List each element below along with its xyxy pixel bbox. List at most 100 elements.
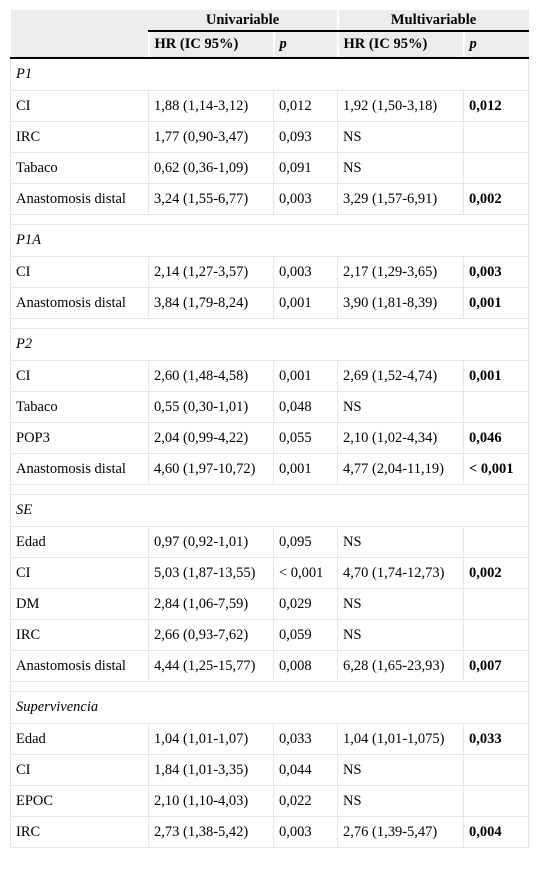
cell-p-univariable: 0,093 [273, 121, 338, 153]
cell-p-multivariable [463, 588, 530, 620]
table-row: Edad 0,97 (0,92-1,01) 0,095 NS [10, 526, 530, 558]
cell-p-multivariable: < 0,001 [463, 453, 530, 485]
cell-hr-multivariable: 4,70 (1,74-12,73) [337, 557, 464, 589]
table-row: CI 2,14 (1,27-3,57) 0,003 2,17 (1,29-3,65) 0… [10, 256, 530, 288]
section-spacer [9, 318, 530, 329]
cell-p-univariable: 0,003 [273, 816, 338, 848]
cell-hr-univariable: 2,60 (1,48-4,58) [148, 360, 274, 392]
cell-hr-univariable: 2,10 (1,10-4,03) [148, 785, 274, 817]
cell-hr-univariable: 1,04 (1,01-1,07) [148, 723, 274, 755]
cell-p-univariable: 0,033 [273, 723, 338, 755]
cell-p-univariable: 0,001 [273, 287, 338, 319]
cell-p-multivariable: 0,033 [463, 723, 530, 755]
section-title: SE [9, 494, 530, 527]
cell-variable: CI [10, 256, 149, 288]
cell-hr-multivariable: NS [337, 121, 464, 153]
cell-variable: EPOC [10, 785, 149, 817]
cell-hr-multivariable: 6,28 (1,65-23,93) [337, 650, 464, 682]
section-header-row: P2 [9, 328, 530, 361]
header-column-row: HR (IC 95%) p HR (IC 95%) p [10, 31, 529, 59]
cell-variable: Edad [10, 723, 149, 755]
cell-hr-multivariable: NS [337, 619, 464, 651]
table-row: Tabaco 0,62 (0,36-1,09) 0,091 NS [10, 152, 530, 184]
cell-p-univariable: 0,029 [273, 588, 338, 620]
section-spacer [9, 214, 530, 225]
cell-p-multivariable [463, 121, 530, 153]
table-row: IRC 1,77 (0,90-3,47) 0,093 NS [10, 121, 530, 153]
header-multivariable: Multivariable [337, 10, 529, 32]
header-variable [10, 31, 150, 59]
cell-p-multivariable [463, 391, 530, 423]
cell-hr-univariable: 2,14 (1,27-3,57) [148, 256, 274, 288]
cell-p-multivariable [463, 152, 530, 184]
section-title: P1A [9, 224, 530, 257]
cell-hr-multivariable: NS [337, 391, 464, 423]
cell-variable: CI [10, 90, 149, 122]
table-row: IRC 2,73 (1,38-5,42) 0,003 2,76 (1,39-5,47)… [10, 816, 530, 848]
cell-hr-univariable: 4,60 (1,97-10,72) [148, 453, 274, 485]
cell-variable: IRC [10, 121, 149, 153]
cell-p-multivariable: 0,007 [463, 650, 530, 682]
cell-p-univariable: 0,003 [273, 256, 338, 288]
cell-p-multivariable [463, 785, 530, 817]
cell-p-multivariable: 0,002 [463, 557, 530, 589]
cell-hr-univariable: 1,77 (0,90-3,47) [148, 121, 274, 153]
section-title: P2 [9, 328, 530, 361]
cell-p-multivariable: 0,001 [463, 287, 530, 319]
section-header-row: P1 [9, 58, 530, 91]
table-row: CI 2,60 (1,48-4,58) 0,001 2,69 (1,52-4,74) 0… [10, 360, 530, 392]
table-body: P1 CI 1,88 (1,14-3,12) 0,012 1,92 (1,50-3,18… [9, 58, 530, 848]
header-p-multivariable: p [463, 31, 529, 59]
cell-variable: CI [10, 754, 149, 786]
cell-p-univariable: 0,095 [273, 526, 338, 558]
cell-p-univariable: 0,003 [273, 183, 338, 215]
hazard-ratio-table: Univariable Multivariable HR (IC 95%) p … [9, 10, 530, 848]
cell-hr-univariable: 3,84 (1,79-8,24) [148, 287, 274, 319]
cell-hr-multivariable: 1,92 (1,50-3,18) [337, 90, 464, 122]
header-blank [10, 10, 149, 31]
cell-hr-multivariable: NS [337, 754, 464, 786]
cell-p-univariable: 0,091 [273, 152, 338, 184]
cell-variable: DM [10, 588, 149, 620]
cell-hr-univariable: 1,84 (1,01-3,35) [148, 754, 274, 786]
cell-p-univariable: 0,001 [273, 453, 338, 485]
results-table-container: Univariable Multivariable HR (IC 95%) p … [9, 10, 530, 848]
cell-variable: CI [10, 360, 149, 392]
cell-p-univariable: 0,022 [273, 785, 338, 817]
table-row: Anastomosis distal 4,44 (1,25-15,77) 0,008… [10, 650, 530, 682]
cell-variable: Anastomosis distal [10, 287, 149, 319]
section-spacer [9, 681, 530, 692]
cell-hr-multivariable: 2,69 (1,52-4,74) [337, 360, 464, 392]
cell-hr-multivariable: 3,90 (1,81-8,39) [337, 287, 464, 319]
cell-variable: Tabaco [10, 152, 149, 184]
cell-hr-univariable: 2,66 (0,93-7,62) [148, 619, 274, 651]
header-p-univariable: p [273, 31, 339, 59]
cell-p-multivariable [463, 754, 530, 786]
cell-hr-multivariable: NS [337, 152, 464, 184]
cell-hr-multivariable: 2,17 (1,29-3,65) [337, 256, 464, 288]
table-row: Tabaco 0,55 (0,30-1,01) 0,048 NS [10, 391, 530, 423]
cell-p-multivariable: 0,046 [463, 422, 530, 454]
cell-p-multivariable: 0,012 [463, 90, 530, 122]
cell-p-univariable: < 0,001 [273, 557, 338, 589]
cell-p-multivariable: 0,004 [463, 816, 530, 848]
cell-hr-univariable: 4,44 (1,25-15,77) [148, 650, 274, 682]
cell-variable: CI [10, 557, 149, 589]
section-header-row: Supervivencia [9, 691, 530, 724]
cell-p-univariable: 0,012 [273, 90, 338, 122]
cell-hr-univariable: 0,55 (0,30-1,01) [148, 391, 274, 423]
cell-variable: Anastomosis distal [10, 183, 149, 215]
cell-variable: Anastomosis distal [10, 650, 149, 682]
cell-hr-multivariable: 3,29 (1,57-6,91) [337, 183, 464, 215]
cell-p-multivariable: 0,002 [463, 183, 530, 215]
header-hr-univariable: HR (IC 95%) [148, 31, 275, 59]
cell-hr-multivariable: NS [337, 785, 464, 817]
table-row: Anastomosis distal 3,84 (1,79-8,24) 0,001 3… [10, 287, 530, 319]
cell-hr-univariable: 2,73 (1,38-5,42) [148, 816, 274, 848]
cell-hr-multivariable: NS [337, 526, 464, 558]
section-header-row: P1A [9, 224, 530, 257]
cell-p-multivariable: 0,001 [463, 360, 530, 392]
header-hr-multivariable: HR (IC 95%) [337, 31, 465, 59]
cell-hr-univariable: 3,24 (1,55-6,77) [148, 183, 274, 215]
cell-hr-univariable: 0,62 (0,36-1,09) [148, 152, 274, 184]
